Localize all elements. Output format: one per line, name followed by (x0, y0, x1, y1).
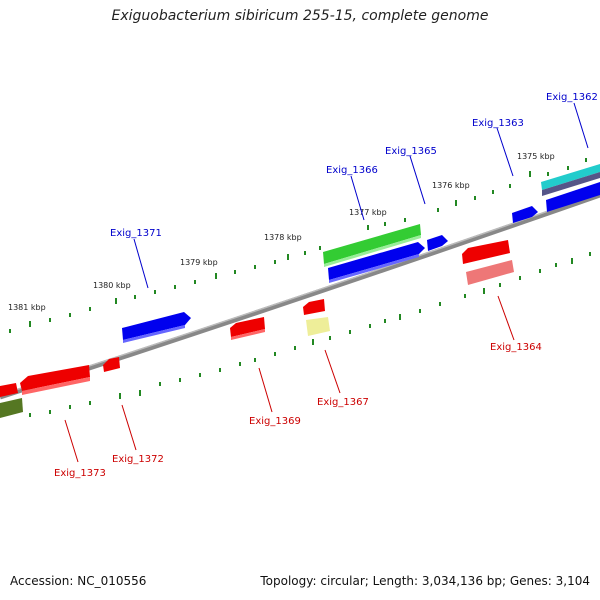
gene-small-red-1[interactable] (103, 357, 120, 372)
gene-label-exig-1367: Exig_1367 (317, 397, 369, 408)
tick-label-1376: 1376 kbp (432, 181, 470, 190)
tick-label-1378: 1378 kbp (264, 233, 302, 242)
gene-label-exig-1362: Exig_1362 (546, 92, 598, 103)
leader-lines-forward (133, 102, 589, 289)
gene-exig-1367[interactable] (303, 299, 330, 336)
accession-text: Accession: NC_010556 (10, 574, 147, 588)
lower-tick-track (29, 252, 591, 417)
gene-label-exig-1366: Exig_1366 (326, 165, 378, 176)
gene-label-exig-1364: Exig_1364 (490, 342, 542, 353)
tick-label-1377: 1377 kbp (349, 208, 387, 217)
gene-label-exig-1365: Exig_1365 (385, 146, 437, 157)
gene-label-exig-1369: Exig_1369 (249, 416, 301, 427)
gene-exig-1362[interactable] (541, 164, 600, 212)
gene-exig-1371[interactable] (122, 312, 191, 343)
gene-label-exig-1372: Exig_1372 (112, 454, 164, 465)
tick-label-1381: 1381 kbp (8, 303, 46, 312)
gene-exig-1363[interactable] (512, 206, 538, 223)
tick-label-1380: 1380 kbp (93, 281, 131, 290)
gene-small-blue-1[interactable] (427, 235, 448, 251)
gene-exig-1366[interactable] (323, 224, 421, 267)
gene-label-exig-1363: Exig_1363 (472, 118, 524, 129)
leader-lines-reverse (64, 295, 515, 463)
gene-exig-1373[interactable] (0, 383, 23, 418)
gene-exig-1365[interactable] (328, 242, 425, 283)
gene-exig-1369[interactable] (230, 317, 265, 340)
tick-label-1375: 1375 kbp (517, 152, 555, 161)
tick-label-1379: 1379 kbp (180, 258, 218, 267)
map-title: Exiguobacterium sibiricum 255-15, comple… (111, 8, 489, 24)
gene-exig-1364[interactable] (462, 240, 514, 285)
gene-label-exig-1373: Exig_1373 (54, 468, 106, 479)
upper-tick-track (9, 158, 587, 333)
gene-label-exig-1371: Exig_1371 (110, 228, 162, 239)
gene-exig-1372[interactable] (20, 365, 90, 395)
genome-summary-text: Topology: circular; Length: 3,034,136 bp… (260, 574, 590, 588)
